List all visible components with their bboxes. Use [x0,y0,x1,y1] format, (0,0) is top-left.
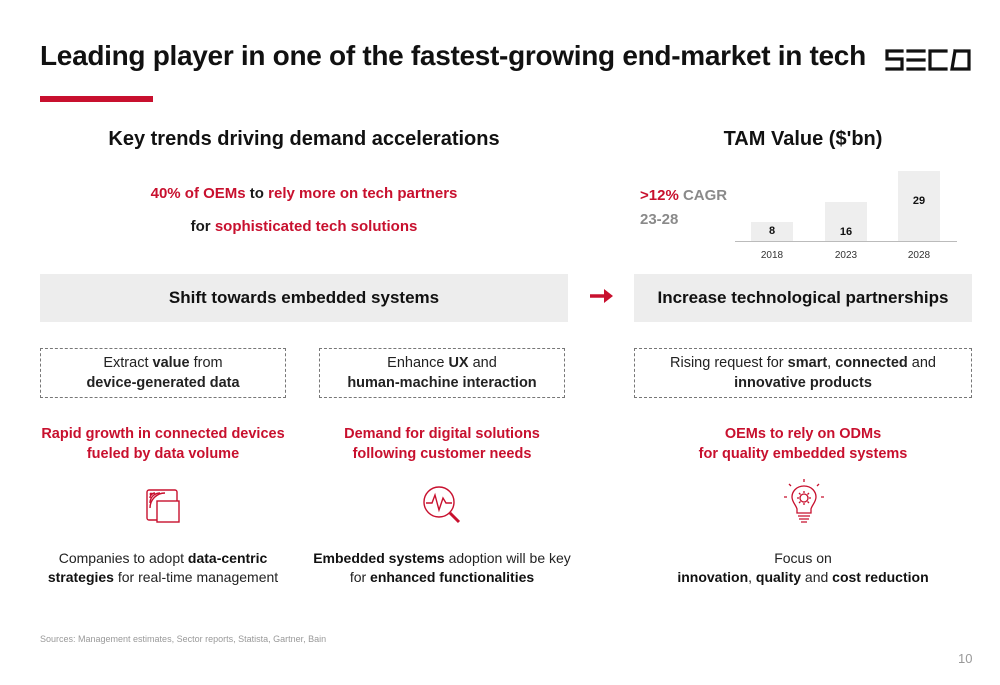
tam-bar-label-2018: 8 [768,225,776,237]
partnerships-band: Increase technological partnerships [634,274,972,322]
embedded-systems-description: Embedded systems adoption will be key fo… [313,550,571,585]
seco-logo [885,49,971,71]
tam-bar-2018 [751,222,793,241]
tam-year-label-2023: 2023 [834,250,858,261]
page-number: 10 [958,651,973,666]
page-title: Leading player in one of the fastest-gro… [40,40,866,71]
data-centric-description: Companies to adopt data-centric strategi… [47,550,279,585]
connected-device-icon [146,489,180,523]
tam-year-label-2018: 2018 [760,250,784,261]
tam-year-label-2028: 2028 [907,250,931,261]
tam-heading: TAM Value ($'bn) [723,128,883,150]
arrow-right-icon [590,289,613,303]
oems-odms-heading: OEMs to rely on ODMs for quality embedde… [698,426,908,462]
enhance-ux-box: Enhance UX and human-machine interaction [319,348,565,398]
key-trends-heading: Key trends driving demand accelerations [108,128,500,150]
tam-bar-label-2028: 29 [912,195,926,207]
tam-bar-label-2023: 16 [839,226,853,238]
sources-note: Sources: Management estimates, Sector re… [40,634,327,644]
tam-bar-2023 [825,202,867,241]
digital-solutions-heading: Demand for digital solutions following c… [344,426,540,462]
tam-bar-2028 [898,171,940,241]
oem-stat-line-1: 40% of OEMs to rely more on tech partner… [150,185,458,202]
shift-embedded-band: Shift towards embedded systems [40,274,568,322]
title-underline [40,96,153,102]
connected-devices-heading: Rapid growth in connected devices fueled… [41,426,285,462]
focus-description: Focus on innovation, quality and cost re… [677,550,929,585]
extract-value-box: Extract value from device-generated data [40,348,286,398]
rising-request-box: Rising request for smart, connected and … [634,348,972,398]
chart-baseline [735,241,957,242]
signal-search-icon [423,486,461,524]
cagr-annotation: >12% CAGR 23-28 [640,187,728,228]
lightbulb-gear-icon [784,479,824,523]
oem-stat-line-2: for sophisticated tech solutions [190,218,418,235]
